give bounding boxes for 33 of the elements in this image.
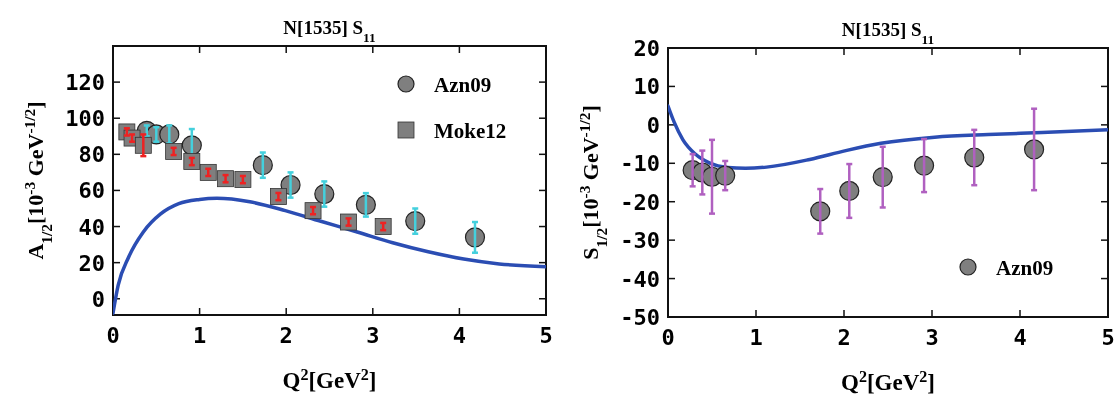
y-tick-label: -30 bbox=[620, 228, 660, 254]
x-tick-label: 5 bbox=[1101, 325, 1115, 350]
y-tick-label: 0 bbox=[646, 112, 660, 138]
y-tick-label: 80 bbox=[78, 142, 105, 168]
chart-title: N[1535] S$_{11}$ bbox=[283, 17, 376, 45]
y-tick-label: 120 bbox=[65, 70, 105, 96]
y-tick-label: -10 bbox=[620, 151, 660, 177]
line-series bbox=[113, 196, 546, 315]
y-tick-label: 10 bbox=[633, 74, 660, 100]
x-tick-label: 4 bbox=[452, 323, 467, 348]
y-tick-label: -40 bbox=[620, 266, 660, 292]
x-tick-label: 3 bbox=[925, 325, 939, 350]
y-tick-label: 100 bbox=[65, 106, 105, 132]
x-tick-label: 4 bbox=[1013, 325, 1027, 350]
x-tick-label: 1 bbox=[192, 323, 207, 348]
x-tick-label: 1 bbox=[749, 325, 763, 350]
y-tick-label: 20 bbox=[78, 250, 105, 276]
legend-label: Moke12 bbox=[434, 119, 507, 143]
y-tick-label: 20 bbox=[633, 36, 660, 61]
x-axis-title: Q$^{2}$[GeV$^{2}$] bbox=[282, 365, 377, 393]
x-tick-label: 5 bbox=[539, 323, 553, 348]
x-tick-label: 2 bbox=[837, 325, 851, 350]
y-tick-label: 0 bbox=[91, 286, 105, 312]
chart-title: N[1535] S$_{11}$ bbox=[841, 19, 935, 47]
x-axis-title: Q$^{2}$[GeV$^{2}$] bbox=[840, 367, 936, 395]
x-tick-label: 2 bbox=[279, 323, 293, 348]
y-tick-label: 60 bbox=[78, 178, 105, 204]
y-tick-label: 40 bbox=[78, 214, 105, 240]
legend-label: Azn09 bbox=[434, 73, 492, 97]
legend-label: Azn09 bbox=[996, 256, 1054, 280]
x-tick-label: 3 bbox=[366, 323, 380, 348]
y-tick-label: -50 bbox=[620, 305, 660, 330]
y-tick-label: -20 bbox=[620, 189, 660, 215]
